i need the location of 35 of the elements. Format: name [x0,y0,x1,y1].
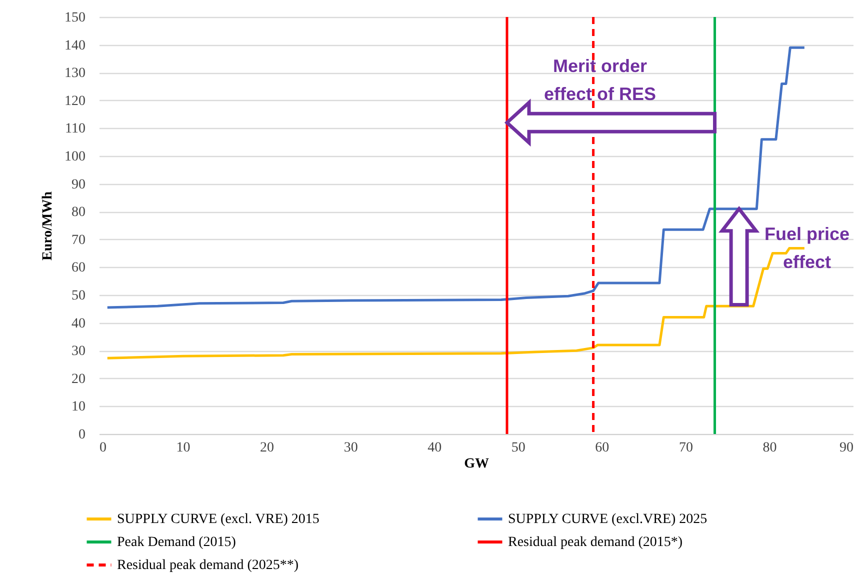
y-tick-label: 90 [72,177,86,192]
x-tick-label: 60 [595,440,610,456]
x-tick-label: 0 [100,440,106,456]
annotation: Merit order effect of RES [544,56,656,104]
y-tick-label: 0 [78,428,86,442]
y-tick-label: 10 [72,400,86,415]
x-tick-label: 70 [678,440,693,456]
legend-label: SUPPLY CURVE (excl. VRE) 2015 [117,512,320,527]
y-tick-label: 50 [72,288,86,304]
x-tick-label: 90 [840,440,854,456]
y-tick-label: 140 [64,38,86,54]
y-tick-label: 110 [65,122,86,137]
legend-label: SUPPLY CURVE (excl.VRE) 2025 [508,512,708,527]
legend-label: Residual peak demand (2025**) [117,558,299,573]
annotation: Fuel price effect [764,224,850,272]
y-tick-label: 100 [64,150,86,164]
y-tick-label: 120 [64,94,86,109]
y-tick-label: 40 [72,316,86,332]
x-tick-label: 80 [762,440,777,456]
x-tick-label: 40 [428,440,442,456]
y-tick-label: 70 [72,232,86,248]
y-tick-label: 150 [64,10,86,26]
y-tick-label: 130 [64,66,86,82]
x-tick-label: 20 [260,440,274,456]
x-tick-label: 10 [176,440,190,456]
y-axis-title: Euro/MWh [40,191,56,260]
x-tick-label: 30 [344,440,358,456]
y-tick-label: 60 [72,260,86,276]
y-tick-label: 20 [72,372,86,387]
legend-label: Peak Demand (2015) [117,535,236,550]
x-axis-title: GW [464,456,489,472]
y-tick-label: 30 [72,344,86,360]
legend-label: Residual peak demand (2015*) [508,535,683,550]
x-tick-label: 50 [511,440,526,456]
y-tick-label: 80 [72,205,86,220]
